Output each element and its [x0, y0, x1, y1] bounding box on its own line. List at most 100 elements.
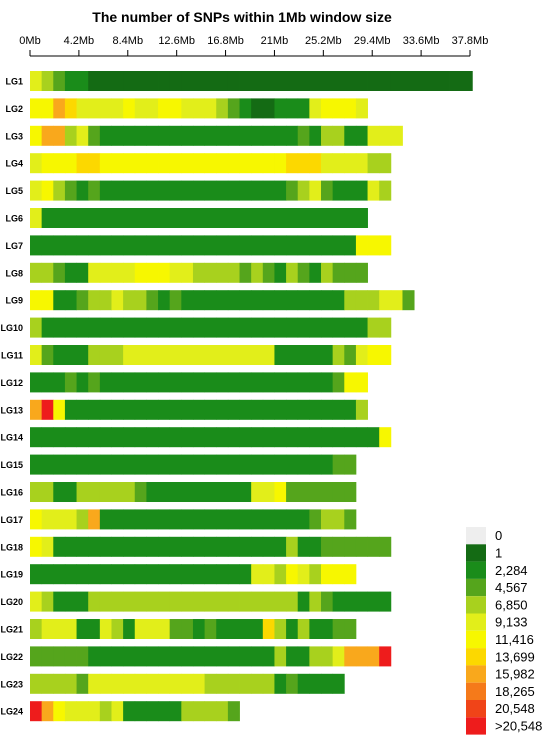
- snp-bin: [146, 619, 159, 639]
- snp-bin: [274, 290, 287, 311]
- snp-bin: [355, 536, 368, 557]
- snp-bin: [216, 646, 229, 667]
- snp-bin: [251, 399, 264, 420]
- snp-bin: [53, 235, 66, 256]
- snp-bin: [30, 427, 43, 448]
- snp-bin: [158, 235, 171, 256]
- snp-bin: [181, 619, 194, 639]
- snp-bin: [297, 454, 310, 475]
- snp-bin: [30, 208, 43, 228]
- legend-swatch: [466, 717, 486, 735]
- legend-swatch: [466, 578, 486, 597]
- snp-bin: [344, 235, 357, 256]
- snp-bin: [99, 262, 112, 283]
- snp-bin: [227, 208, 240, 228]
- snp-bin: [239, 125, 252, 146]
- snp-bin: [146, 509, 159, 530]
- snp-bin: [53, 399, 66, 420]
- chromosome-row: LG16: [0, 482, 357, 502]
- snp-bin: [134, 153, 147, 174]
- snp-bin: [309, 180, 322, 201]
- snp-bin: [367, 317, 380, 338]
- snp-bin: [332, 235, 345, 256]
- snp-bin: [344, 317, 357, 338]
- snp-bin: [355, 153, 368, 174]
- snp-bin: [297, 482, 310, 502]
- snp-bin: [379, 427, 392, 448]
- snp-bin: [216, 317, 229, 338]
- snp-bin: [355, 646, 368, 667]
- snp-bin: [227, 372, 240, 393]
- snp-bin: [134, 262, 147, 283]
- snp-bin: [111, 180, 124, 201]
- snp-bin: [123, 71, 136, 91]
- snp-bin: [204, 317, 217, 338]
- snp-bin: [146, 153, 159, 174]
- snp-bin: [146, 646, 159, 667]
- snp-bin: [239, 235, 252, 256]
- chromosome-row: LG23: [0, 673, 345, 694]
- snp-bin: [227, 262, 240, 283]
- snp-bin: [88, 646, 101, 667]
- snp-bin: [53, 701, 66, 722]
- snp-bin: [158, 208, 171, 228]
- snp-bin: [204, 290, 217, 311]
- snp-bin: [123, 509, 136, 530]
- snp-bin: [192, 180, 206, 201]
- snp-bin: [158, 646, 171, 667]
- snp-bin: [309, 509, 322, 530]
- snp-bin: [216, 235, 229, 256]
- snp-bin: [99, 71, 112, 91]
- snp-bin: [227, 564, 240, 585]
- snp-bin: [239, 317, 252, 338]
- snp-bin: [379, 235, 392, 256]
- snp-bin: [251, 427, 264, 448]
- snp-bin: [123, 235, 136, 256]
- snp-bin: [76, 482, 89, 502]
- snp-bin: [204, 345, 217, 365]
- snp-bin: [425, 71, 438, 91]
- snp-bin: [99, 454, 112, 475]
- snp-bin: [158, 317, 171, 338]
- chromosome-label: LG6: [5, 214, 23, 224]
- snp-bin: [262, 509, 275, 530]
- chromosome-row: LG1: [5, 71, 473, 91]
- snp-bin: [181, 262, 194, 283]
- snp-bin: [227, 673, 240, 694]
- snp-bin: [239, 454, 252, 475]
- snp-bin: [88, 98, 101, 119]
- snp-bin: [297, 591, 310, 612]
- snp-bin: [262, 372, 275, 393]
- snp-bin: [367, 427, 380, 448]
- snp-bin: [274, 208, 287, 228]
- snp-bin: [286, 180, 299, 201]
- snp-bin: [53, 619, 66, 639]
- chromosome-row: LG13: [0, 399, 368, 420]
- snp-bin: [99, 536, 112, 557]
- snp-bin: [99, 153, 112, 174]
- snp-bin: [88, 399, 101, 420]
- snp-bin: [99, 427, 112, 448]
- snp-bin: [262, 536, 275, 557]
- snp-bin: [134, 482, 147, 502]
- snp-bin: [88, 125, 101, 146]
- snp-bin: [216, 591, 229, 612]
- snp-bin: [344, 482, 357, 502]
- snp-bin: [64, 180, 77, 201]
- snp-bin: [262, 591, 275, 612]
- snp-bin: [216, 536, 229, 557]
- snp-bin: [41, 262, 54, 283]
- snp-bin: [274, 619, 287, 639]
- snp-bin: [88, 290, 101, 311]
- snp-bin: [332, 262, 345, 283]
- snp-bin: [192, 345, 206, 365]
- snp-bin: [251, 235, 264, 256]
- snp-bin: [169, 701, 182, 722]
- snp-bin: [262, 564, 275, 585]
- snp-bin: [146, 427, 159, 448]
- snp-bin: [204, 482, 217, 502]
- snp-bin: [111, 673, 124, 694]
- snp-bin: [344, 71, 357, 91]
- snp-bin: [286, 372, 299, 393]
- snp-bin: [169, 235, 182, 256]
